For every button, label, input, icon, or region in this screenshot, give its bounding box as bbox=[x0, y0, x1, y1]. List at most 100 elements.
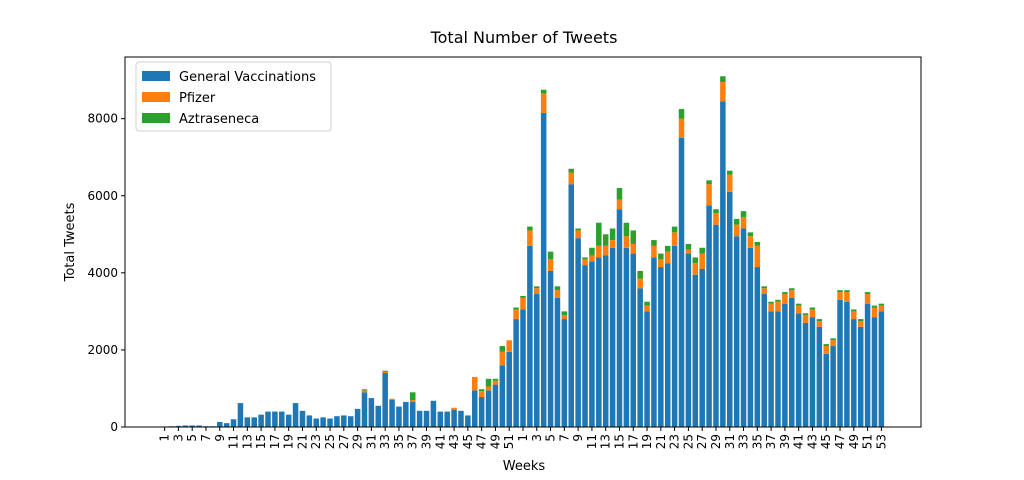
bar-segment bbox=[341, 415, 347, 427]
bar-segment bbox=[244, 417, 251, 427]
bar-segment bbox=[375, 405, 382, 427]
bar-segment bbox=[492, 384, 499, 427]
x-tick-label: 7 bbox=[557, 434, 571, 442]
bar-segment bbox=[706, 180, 712, 185]
x-tick-label: 3 bbox=[171, 434, 185, 442]
bar-segment bbox=[272, 411, 278, 427]
bar-segment bbox=[747, 232, 754, 237]
bar-segment bbox=[720, 101, 726, 428]
bar-segment bbox=[671, 245, 678, 427]
bar-segment bbox=[230, 419, 237, 427]
bar-segment bbox=[354, 408, 361, 427]
bar-segment bbox=[816, 326, 823, 427]
bar-segment bbox=[789, 297, 795, 427]
bar-segment bbox=[478, 389, 485, 392]
x-tick-label: 9 bbox=[213, 434, 227, 442]
bar-segment bbox=[823, 353, 829, 427]
bar-segment bbox=[451, 407, 457, 410]
bar-segment bbox=[409, 392, 416, 401]
bar-segment bbox=[361, 392, 368, 427]
y-tick-label: 2000 bbox=[87, 343, 118, 357]
bar-segment bbox=[334, 416, 340, 427]
x-tick-label: 29 bbox=[351, 434, 365, 449]
bar-segment bbox=[409, 400, 416, 402]
bar-segment bbox=[692, 274, 699, 427]
bar-segment bbox=[589, 261, 595, 427]
bar-segment bbox=[568, 168, 574, 173]
x-tick-label: 27 bbox=[337, 434, 351, 449]
bar-segment bbox=[499, 365, 506, 427]
bar-segment bbox=[768, 301, 774, 304]
bar-segment bbox=[368, 398, 375, 427]
bar-segment bbox=[265, 411, 271, 427]
bar-segment bbox=[554, 290, 561, 298]
bar-segment bbox=[602, 234, 609, 246]
bar-segment bbox=[616, 209, 623, 427]
bar-segment bbox=[251, 417, 257, 427]
bar-segment bbox=[685, 249, 692, 254]
bar-segment bbox=[499, 346, 506, 352]
x-tick-label: 43 bbox=[447, 434, 461, 449]
bar-segment bbox=[485, 390, 492, 427]
bar-segment bbox=[534, 288, 540, 295]
bar-segment bbox=[596, 222, 602, 246]
bar-segment bbox=[472, 376, 478, 391]
bar-segment bbox=[623, 247, 630, 427]
bar-segment bbox=[651, 245, 657, 258]
bar-segment bbox=[589, 247, 595, 256]
x-tick-label: 13 bbox=[599, 434, 613, 449]
bar-segment bbox=[754, 242, 761, 246]
bar-segment bbox=[623, 222, 630, 237]
legend-label: Pfizer bbox=[179, 91, 216, 106]
bar-segment bbox=[382, 370, 388, 372]
x-tick-label: 49 bbox=[488, 434, 502, 449]
bar-segment bbox=[637, 270, 643, 279]
bar-segment bbox=[217, 421, 223, 427]
x-axis-label: Weeks bbox=[503, 459, 546, 474]
x-tick-label: 3 bbox=[530, 434, 544, 442]
legend-label: General Vaccinations bbox=[179, 70, 316, 85]
bar-segment bbox=[637, 278, 643, 289]
bar-segment bbox=[658, 253, 664, 260]
bar-segment bbox=[540, 89, 547, 94]
bar-segment bbox=[616, 199, 623, 210]
bar-segment bbox=[706, 205, 712, 427]
bar-segment bbox=[644, 311, 650, 427]
bar-segment bbox=[527, 226, 533, 231]
bar-segment bbox=[361, 389, 368, 391]
bar-segment bbox=[871, 317, 878, 427]
bar-segment bbox=[389, 400, 395, 427]
bar-segment bbox=[485, 378, 492, 387]
x-tick-label: 17 bbox=[268, 434, 282, 449]
bar-segment bbox=[561, 315, 568, 320]
bar-segment bbox=[658, 267, 664, 427]
bar-segment bbox=[864, 292, 871, 295]
bar-segment bbox=[740, 216, 747, 229]
bar-segment bbox=[816, 321, 823, 327]
bar-segment bbox=[465, 415, 471, 427]
y-tick-label: 6000 bbox=[87, 189, 118, 203]
bar-segment bbox=[223, 423, 230, 427]
bar-segment bbox=[568, 172, 574, 185]
x-tick-label: 53 bbox=[874, 434, 888, 449]
bar-segment bbox=[782, 292, 788, 295]
bar-segment bbox=[857, 319, 864, 322]
bar-segment bbox=[823, 346, 829, 354]
bar-segment bbox=[540, 93, 547, 113]
bar-segment bbox=[472, 390, 478, 427]
x-tick-label: 15 bbox=[612, 434, 626, 449]
x-tick-label: 21 bbox=[654, 434, 668, 449]
bar-segment bbox=[658, 259, 664, 268]
bar-segment bbox=[878, 311, 885, 427]
x-tick-label: 25 bbox=[323, 434, 337, 449]
bar-segment bbox=[713, 213, 719, 225]
legend: General Vaccinations Pfizer Aztraseneca bbox=[135, 61, 332, 132]
bar-segment bbox=[534, 294, 540, 427]
bar-segment bbox=[561, 311, 568, 316]
bar-segment bbox=[444, 411, 450, 427]
x-tick-label: 11 bbox=[227, 434, 241, 449]
bar-segment bbox=[258, 414, 264, 427]
bar-segment bbox=[692, 263, 699, 275]
bar-segment bbox=[775, 301, 781, 312]
bar-segment bbox=[768, 303, 774, 312]
